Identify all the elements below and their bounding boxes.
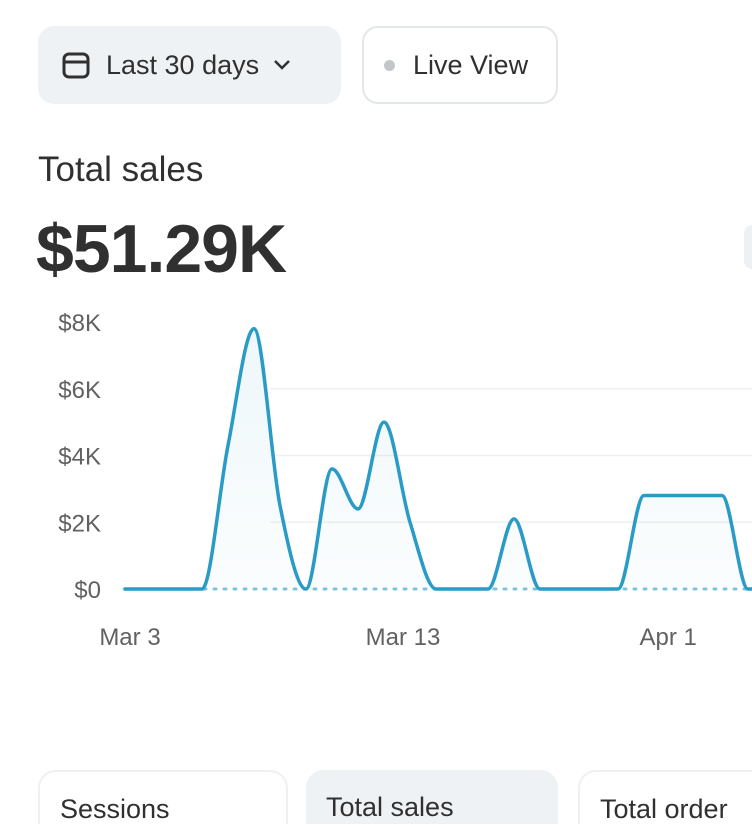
chevron-down-icon [274,60,290,70]
tile-label: Total order [600,794,728,824]
y-tick-label: $0 [74,577,101,604]
tile-sessions[interactable]: Sessions [38,770,288,824]
date-range-button[interactable]: Last 30 days [38,26,341,104]
tile-total-orders[interactable]: Total order [578,770,752,824]
tile-label: Total sales [326,792,454,822]
x-tick-label: Mar 13 [366,624,441,651]
live-view-label: Live View [413,49,529,80]
series-line [124,326,752,591]
side-handle[interactable] [744,225,752,269]
calendar-icon [62,52,90,79]
x-tick-label: Mar 3 [99,624,160,651]
sales-chart: $8K $6K $4K $2K $0 Mar 3 Mar 13 Apr 1 [58,310,752,651]
live-view-button[interactable]: Live View [362,26,558,104]
tile-label: Sessions [60,794,170,824]
status-dot-icon [384,59,395,71]
y-tick-label: $4K [58,444,101,471]
y-tick-label: $8K [58,310,101,337]
y-tick-label: $6K [58,377,101,404]
metric-label: Total sales [38,150,204,189]
tile-total-sales[interactable]: Total sales [306,770,558,824]
series-area [124,328,752,589]
x-tick-label: Apr 1 [640,624,697,651]
date-range-label: Last 30 days [106,49,260,80]
metric-value: $51.29K [36,211,287,287]
y-tick-label: $2K [58,510,101,537]
